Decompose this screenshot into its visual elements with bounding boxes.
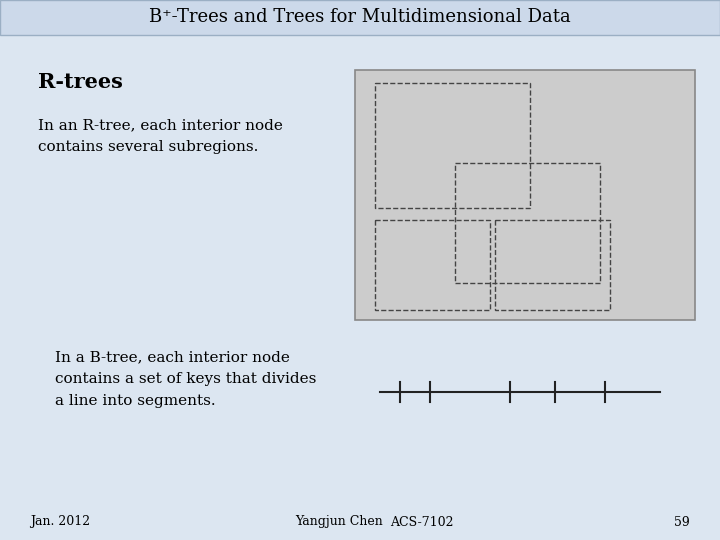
Text: R-trees: R-trees — [38, 72, 123, 92]
Text: ACS-7102: ACS-7102 — [390, 516, 454, 529]
Text: contains several subregions.: contains several subregions. — [38, 140, 258, 154]
Text: Jan. 2012: Jan. 2012 — [30, 516, 90, 529]
Bar — [375, 83, 530, 208]
Text: contains a set of keys that divides: contains a set of keys that divides — [55, 372, 316, 386]
Text: In an R-tree, each interior node: In an R-tree, each interior node — [38, 118, 283, 132]
Bar — [455, 163, 600, 283]
Bar — [0, 0, 720, 35]
Text: Yangjun Chen: Yangjun Chen — [295, 516, 383, 529]
Bar — [375, 220, 490, 310]
Text: B⁺-Trees and Trees for Multidimensional Data: B⁺-Trees and Trees for Multidimensional … — [149, 9, 571, 26]
Text: a line into segments.: a line into segments. — [55, 394, 215, 408]
Text: 59: 59 — [674, 516, 690, 529]
Text: In a B-tree, each interior node: In a B-tree, each interior node — [55, 350, 290, 364]
Bar — [495, 220, 610, 310]
Bar — [355, 70, 695, 320]
